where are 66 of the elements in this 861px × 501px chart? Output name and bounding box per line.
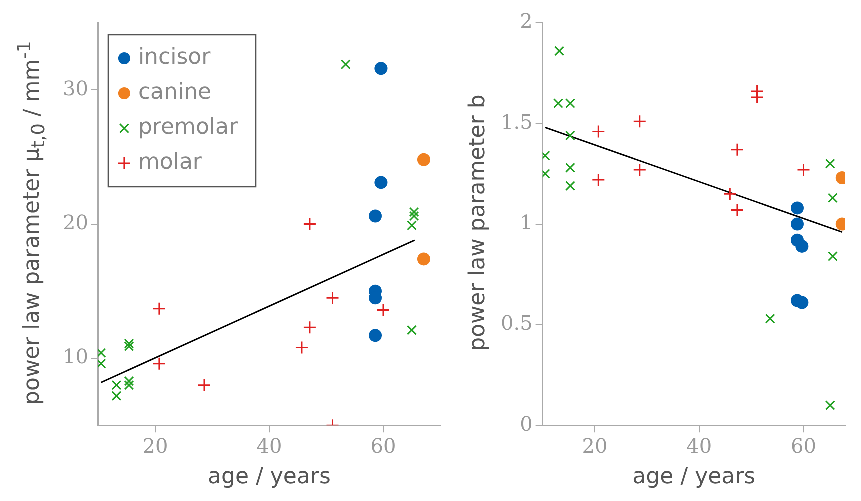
point [825,158,836,169]
y-tick-label: 1.5 [500,110,533,134]
x-tick-label: 20 [582,434,608,458]
x-tick-label: 20 [142,434,168,458]
point [828,193,838,204]
point [409,207,420,218]
point [124,380,134,390]
y-tick-label: 1 [520,210,533,235]
point [790,218,804,231]
point [565,130,576,141]
point [797,163,810,177]
point [723,187,737,201]
x-axis-title: age / years [208,464,331,490]
point [198,378,212,392]
point [303,218,317,232]
point [374,62,388,76]
point [565,181,576,192]
point [303,320,317,334]
point [326,291,340,305]
point [124,341,134,352]
point [750,90,764,104]
point [417,252,430,266]
point [152,302,166,316]
point [825,400,836,410]
point [340,60,351,70]
point [730,143,744,157]
legend-label: premolar [138,115,239,140]
point [592,124,606,138]
point [730,203,744,217]
point [124,338,134,349]
x-tick-label: 40 [256,434,282,458]
legend-label: molar [138,150,203,176]
x-tick-label: 40 [686,434,712,458]
y-tick-label: 2 [520,9,533,34]
point [554,46,564,56]
point [417,153,430,166]
point [407,325,417,336]
y-tick-label: 20 [62,210,88,235]
point [790,202,804,215]
point [765,314,776,324]
x-tick-label: 60 [791,434,816,458]
point [369,210,382,223]
point [828,252,838,262]
y-axis-title: power law parameter b [466,94,490,352]
point [124,376,134,386]
point [796,240,809,253]
x-tick-label: 60 [370,434,396,458]
point [553,98,564,109]
point [592,173,606,187]
point [796,296,809,310]
y-tick-label: 30 [62,76,88,100]
legend-label: incisor [138,45,212,70]
point [565,98,576,109]
point [374,176,388,190]
y-tick-label: 0.5 [500,311,533,336]
legend-label: canine [138,80,212,106]
x-axis-title: age / years [632,464,756,490]
y-tick-label: 10 [62,344,88,369]
point [152,357,166,371]
point [376,303,390,317]
y-tick-label: 0 [520,412,533,436]
point [295,341,309,355]
point [633,114,647,128]
point [565,162,576,173]
point [369,329,382,342]
point [633,163,647,177]
